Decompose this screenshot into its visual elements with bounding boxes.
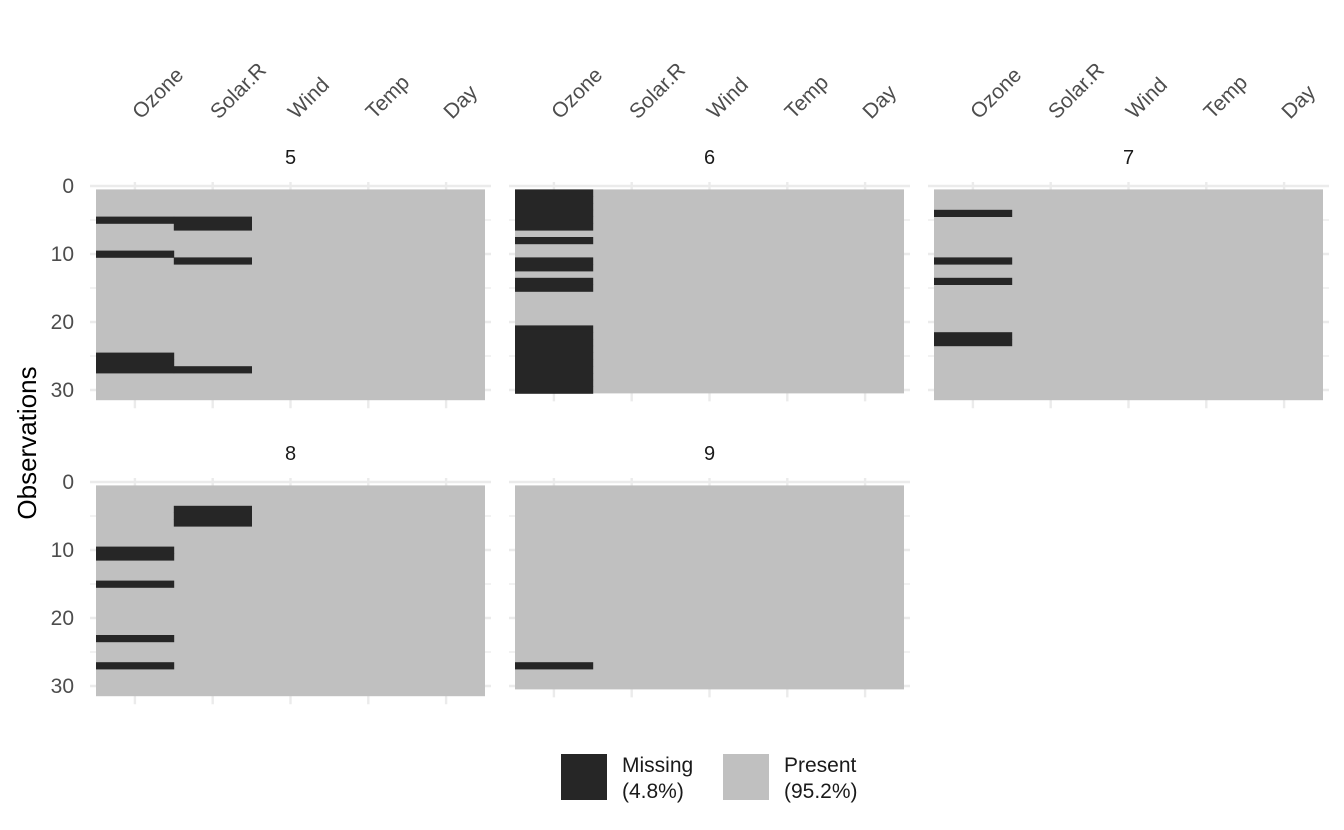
x-tick-label: Ozone bbox=[547, 64, 607, 124]
missing-tile bbox=[96, 553, 175, 561]
missing-tile bbox=[515, 366, 594, 374]
y-axis-title: Observations bbox=[12, 366, 42, 519]
present-tiles bbox=[96, 485, 485, 697]
y-tick-label: 20 bbox=[51, 311, 74, 334]
x-tick-label: Solar.R bbox=[206, 59, 271, 124]
missing-tile bbox=[96, 580, 175, 588]
x-tick-label: Ozone bbox=[128, 64, 188, 124]
missing-tile bbox=[173, 366, 252, 374]
legend-entry-missing: Missing (4.8%) bbox=[561, 754, 693, 803]
facet-strip-label: 9 bbox=[704, 443, 715, 465]
x-tick-label: Temp bbox=[1200, 71, 1253, 124]
x-tick-label: Wind bbox=[1122, 73, 1172, 123]
legend-key-missing bbox=[561, 754, 607, 800]
present-tiles bbox=[515, 485, 904, 690]
legend-percent: (4.8%) bbox=[622, 780, 684, 803]
facet-panel-9: 9 bbox=[509, 443, 910, 698]
legend-percent: (95.2%) bbox=[784, 780, 858, 803]
facet-panel-6: 6 Ozone Solar.R Wind Temp Day bbox=[509, 59, 910, 402]
legend: Missing (4.8%) Present (95.2%) bbox=[561, 754, 858, 803]
missing-tile bbox=[934, 257, 1013, 265]
missing-tile bbox=[515, 203, 594, 211]
missing-tile bbox=[515, 325, 594, 333]
missing-tile bbox=[934, 332, 1013, 340]
missing-tile bbox=[96, 352, 175, 360]
x-tick-label: Day bbox=[858, 81, 901, 124]
missing-tile bbox=[515, 284, 594, 292]
missing-tile bbox=[173, 505, 252, 513]
missing-tile bbox=[173, 257, 252, 265]
missing-tile bbox=[96, 662, 175, 670]
x-tick-label: Ozone bbox=[966, 64, 1026, 124]
missing-tile bbox=[96, 216, 175, 224]
y-tick-label: 30 bbox=[51, 379, 74, 402]
missing-tile bbox=[96, 546, 175, 554]
missing-tile bbox=[173, 223, 252, 231]
missing-tile bbox=[515, 332, 594, 340]
facet-strip-label: 6 bbox=[704, 147, 715, 169]
facet-strip-label: 8 bbox=[285, 443, 296, 465]
facet-panel-7: 7 Ozone Solar.R Wind Temp Day bbox=[928, 59, 1329, 409]
missing-tile bbox=[515, 359, 594, 367]
facet-panels: 5 0 10 20 30 Ozone Solar.R Wind Temp Day 6 Ozone Sol… bbox=[51, 59, 1329, 705]
facet-strip-label: 5 bbox=[285, 147, 296, 169]
facet-panel-8: 8 0 10 20 30 bbox=[51, 443, 491, 705]
x-tick-label: Temp bbox=[781, 71, 834, 124]
missing-tile bbox=[96, 359, 175, 367]
missing-tile bbox=[934, 339, 1013, 347]
missing-tile bbox=[515, 189, 594, 197]
facet-strip-label: 7 bbox=[1123, 147, 1134, 169]
missing-tile bbox=[515, 257, 594, 265]
missing-tile bbox=[173, 216, 252, 224]
present-tiles bbox=[934, 189, 1323, 401]
y-tick-label: 0 bbox=[62, 471, 74, 494]
missing-tile bbox=[173, 519, 252, 527]
missing-tile bbox=[96, 250, 175, 258]
x-tick-label: Temp bbox=[362, 71, 415, 124]
x-tick-label: Day bbox=[1277, 81, 1320, 124]
missing-tile bbox=[515, 216, 594, 224]
missing-tile bbox=[96, 635, 175, 643]
legend-label: Present bbox=[784, 754, 857, 777]
missing-tile bbox=[515, 386, 594, 394]
missing-tile bbox=[515, 339, 594, 347]
missing-tile bbox=[96, 366, 175, 374]
missing-tile bbox=[515, 373, 594, 381]
x-tick-label: Solar.R bbox=[625, 59, 690, 124]
legend-entry-present: Present (95.2%) bbox=[723, 754, 858, 803]
missing-tile bbox=[515, 196, 594, 204]
missing-tile bbox=[515, 223, 594, 231]
missing-tile bbox=[173, 512, 252, 520]
missing-tile bbox=[934, 209, 1013, 217]
missing-tile bbox=[934, 277, 1013, 285]
missing-tile bbox=[515, 264, 594, 272]
legend-label: Missing bbox=[622, 754, 693, 777]
missing-tile bbox=[515, 237, 594, 245]
missing-tile bbox=[515, 352, 594, 360]
y-tick-label: 20 bbox=[51, 607, 74, 630]
x-tick-label: Wind bbox=[703, 73, 753, 123]
y-tick-label: 10 bbox=[51, 243, 74, 266]
missing-tile bbox=[515, 662, 594, 670]
facet-panel-5: 5 0 10 20 30 Ozone Solar.R Wind Temp Day bbox=[51, 59, 491, 409]
missing-tile bbox=[515, 379, 594, 387]
missing-tile bbox=[515, 277, 594, 285]
y-tick-label: 30 bbox=[51, 675, 74, 698]
x-tick-label: Solar.R bbox=[1044, 59, 1109, 124]
missing-tile bbox=[515, 345, 594, 353]
x-tick-label: Wind bbox=[284, 73, 334, 123]
y-tick-label: 10 bbox=[51, 539, 74, 562]
missing-tile bbox=[515, 209, 594, 217]
y-tick-label: 0 bbox=[62, 175, 74, 198]
legend-key-present bbox=[723, 754, 769, 800]
x-tick-label: Day bbox=[439, 81, 482, 124]
